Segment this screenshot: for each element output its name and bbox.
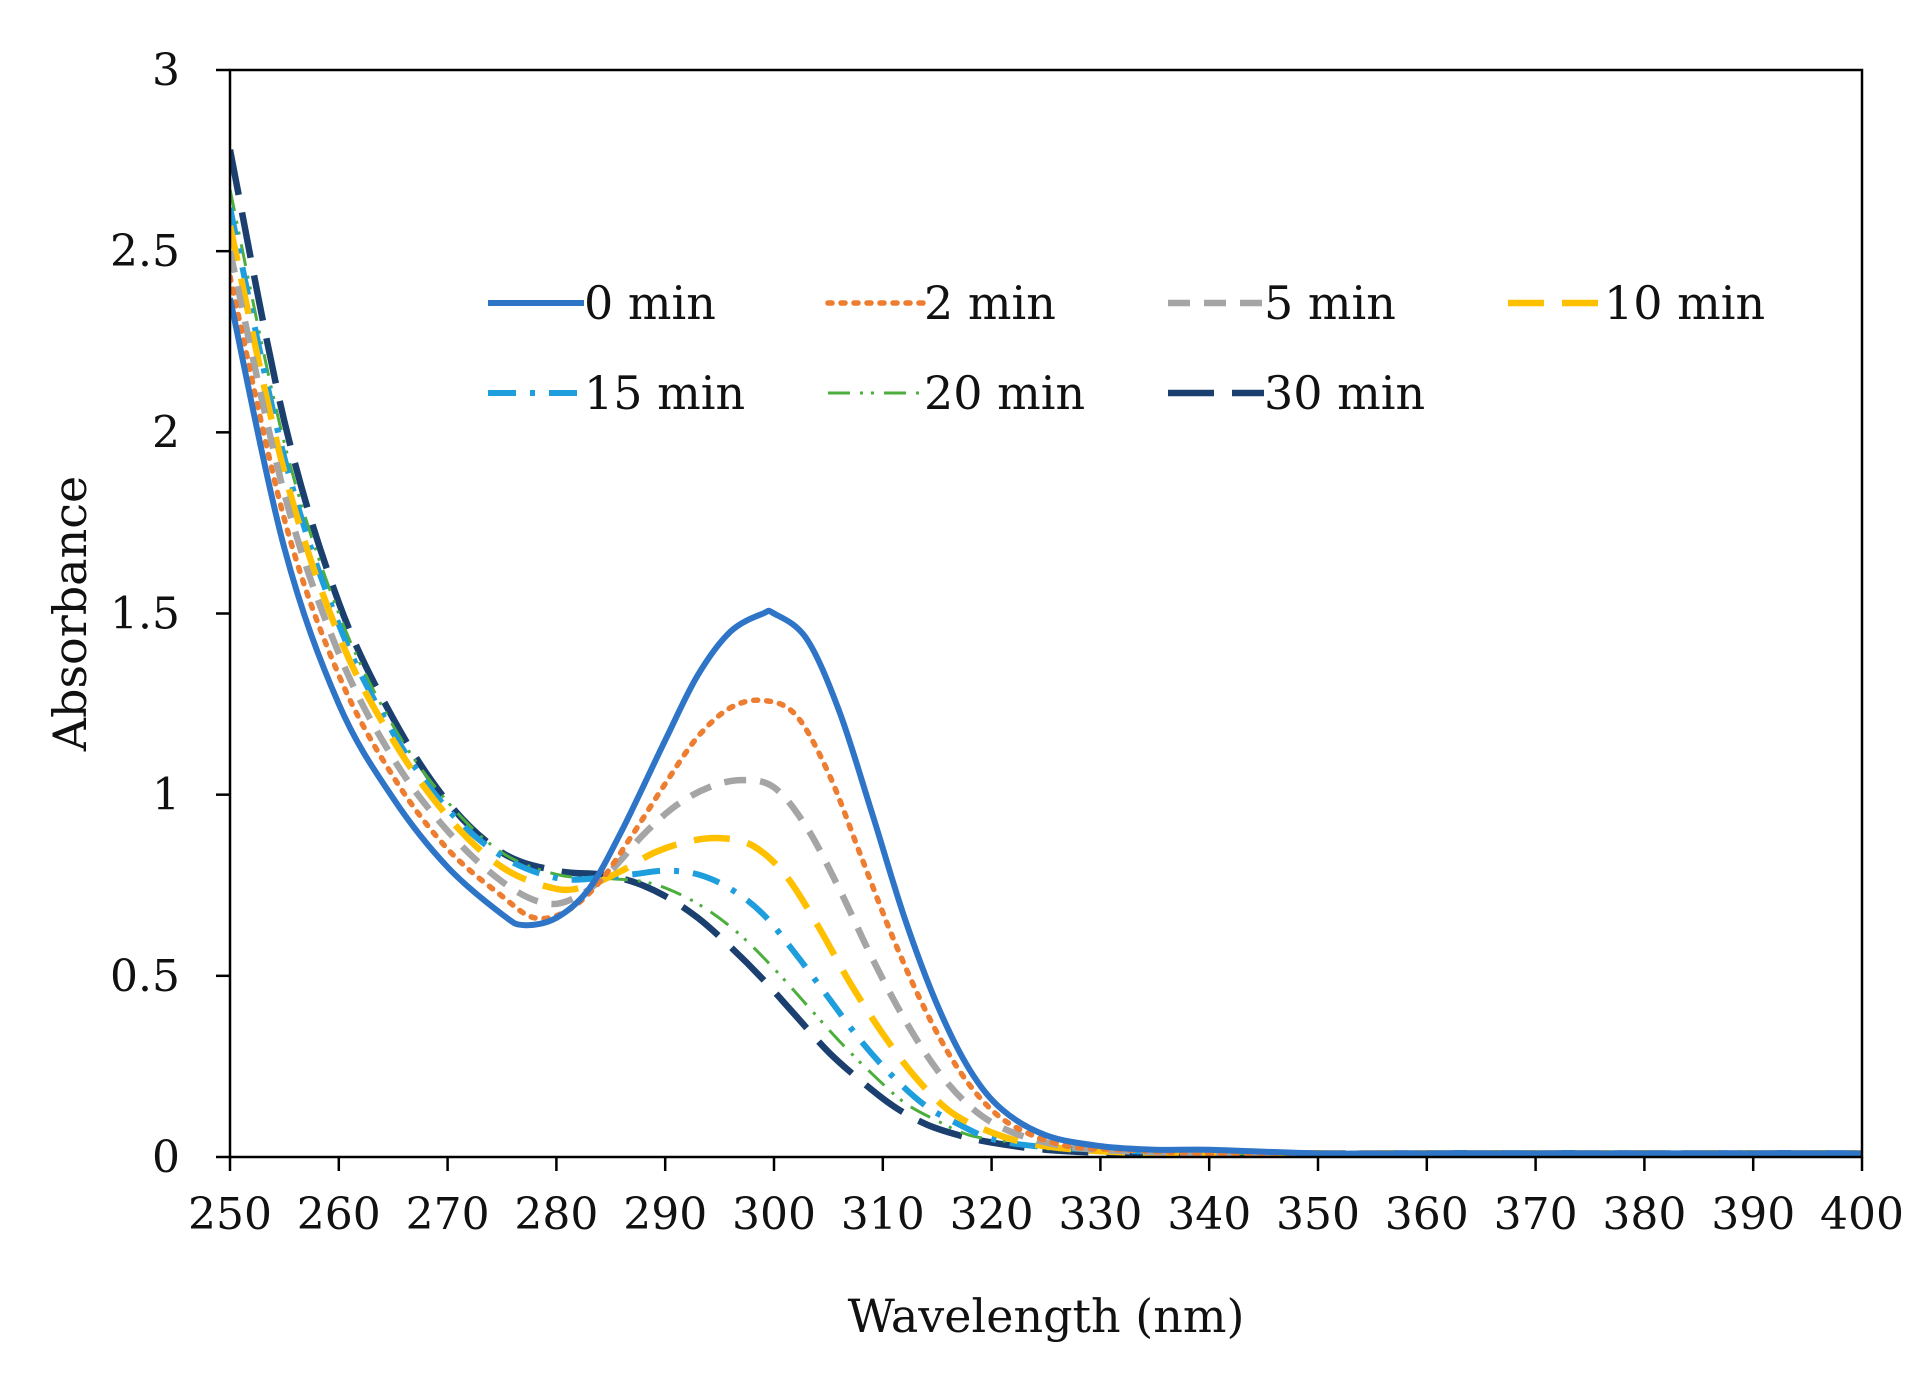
x-tick-label: 250 [188, 1189, 272, 1240]
legend-item-20-min: 20 min [828, 366, 1085, 420]
legend-label: 10 min [1604, 276, 1765, 330]
legend-label: 5 min [1264, 276, 1396, 330]
legend-label: 0 min [584, 276, 716, 330]
axes-layer: 250 260 270 280 290 300 310 320 330 340 350 360 370 3… [110, 45, 1904, 1240]
legend-item-0-min: 0 min [488, 276, 716, 330]
x-tick-label: 270 [406, 1189, 490, 1240]
legend-label: 20 min [924, 366, 1085, 420]
x-tick-label: 300 [732, 1189, 816, 1240]
x-tick-label: 290 [623, 1189, 707, 1240]
legend-item-5-min: 5 min [1168, 276, 1396, 330]
x-tick-label: 280 [514, 1189, 598, 1240]
legend-item-10-min: 10 min [1508, 276, 1765, 330]
x-tick-label: 360 [1385, 1189, 1469, 1240]
y-tick-label: 0.5 [110, 951, 180, 1002]
x-tick-label: 380 [1602, 1189, 1686, 1240]
x-tick-label: 350 [1276, 1189, 1360, 1240]
legend-label: 15 min [584, 366, 745, 420]
series-line-10-min [230, 225, 1862, 1157]
x-tick-label: 400 [1820, 1189, 1904, 1240]
y-tick-label: 3 [152, 45, 180, 96]
series-line-30-min [230, 149, 1862, 1157]
x-axis-title: Wavelength (nm) [848, 1289, 1245, 1343]
y-tick-label: 1 [152, 770, 180, 821]
y-tick-label: 0 [152, 1132, 180, 1183]
legend-item-2-min: 2 min [825, 276, 1056, 330]
x-tick-label: 330 [1058, 1189, 1142, 1240]
y-tick-label: 2.5 [110, 226, 180, 277]
legend-label: 2 min [924, 276, 1056, 330]
x-tick-label: 260 [297, 1189, 381, 1240]
series-line-0-min [230, 297, 1862, 1157]
x-tick-label: 370 [1494, 1189, 1578, 1240]
y-tick-label: 2 [152, 407, 180, 458]
legend-item-15-min: 15 min [488, 366, 745, 420]
legend-item-30-min: 30 min [1168, 366, 1425, 420]
y-tick-label: 1.5 [110, 589, 180, 640]
x-tick-label: 310 [841, 1189, 925, 1240]
x-tick-label: 340 [1167, 1189, 1251, 1240]
y-axis-title: Absorbance [43, 476, 97, 752]
legend: 0 min 2 min 5 min 10 min 15 min 20 min 30 min [488, 276, 1765, 420]
series-layer [230, 149, 1862, 1157]
x-tick-label: 320 [950, 1189, 1034, 1240]
legend-label: 30 min [1264, 366, 1425, 420]
x-tick-label: 390 [1711, 1189, 1795, 1240]
